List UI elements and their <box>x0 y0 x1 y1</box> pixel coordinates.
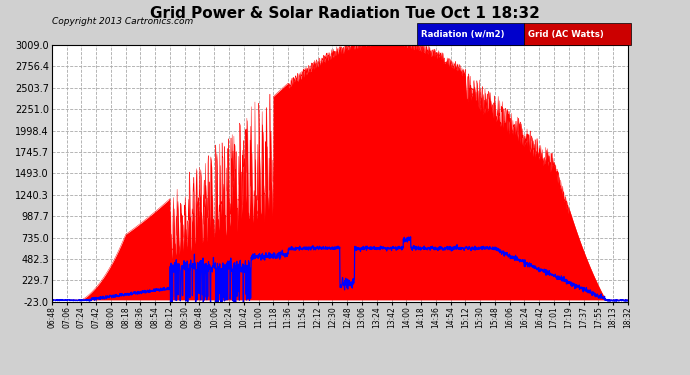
Text: Grid Power & Solar Radiation Tue Oct 1 18:32: Grid Power & Solar Radiation Tue Oct 1 1… <box>150 6 540 21</box>
Text: Radiation (w/m2): Radiation (w/m2) <box>421 30 504 39</box>
Text: Copyright 2013 Cartronics.com: Copyright 2013 Cartronics.com <box>52 17 193 26</box>
Text: Grid (AC Watts): Grid (AC Watts) <box>528 30 604 39</box>
